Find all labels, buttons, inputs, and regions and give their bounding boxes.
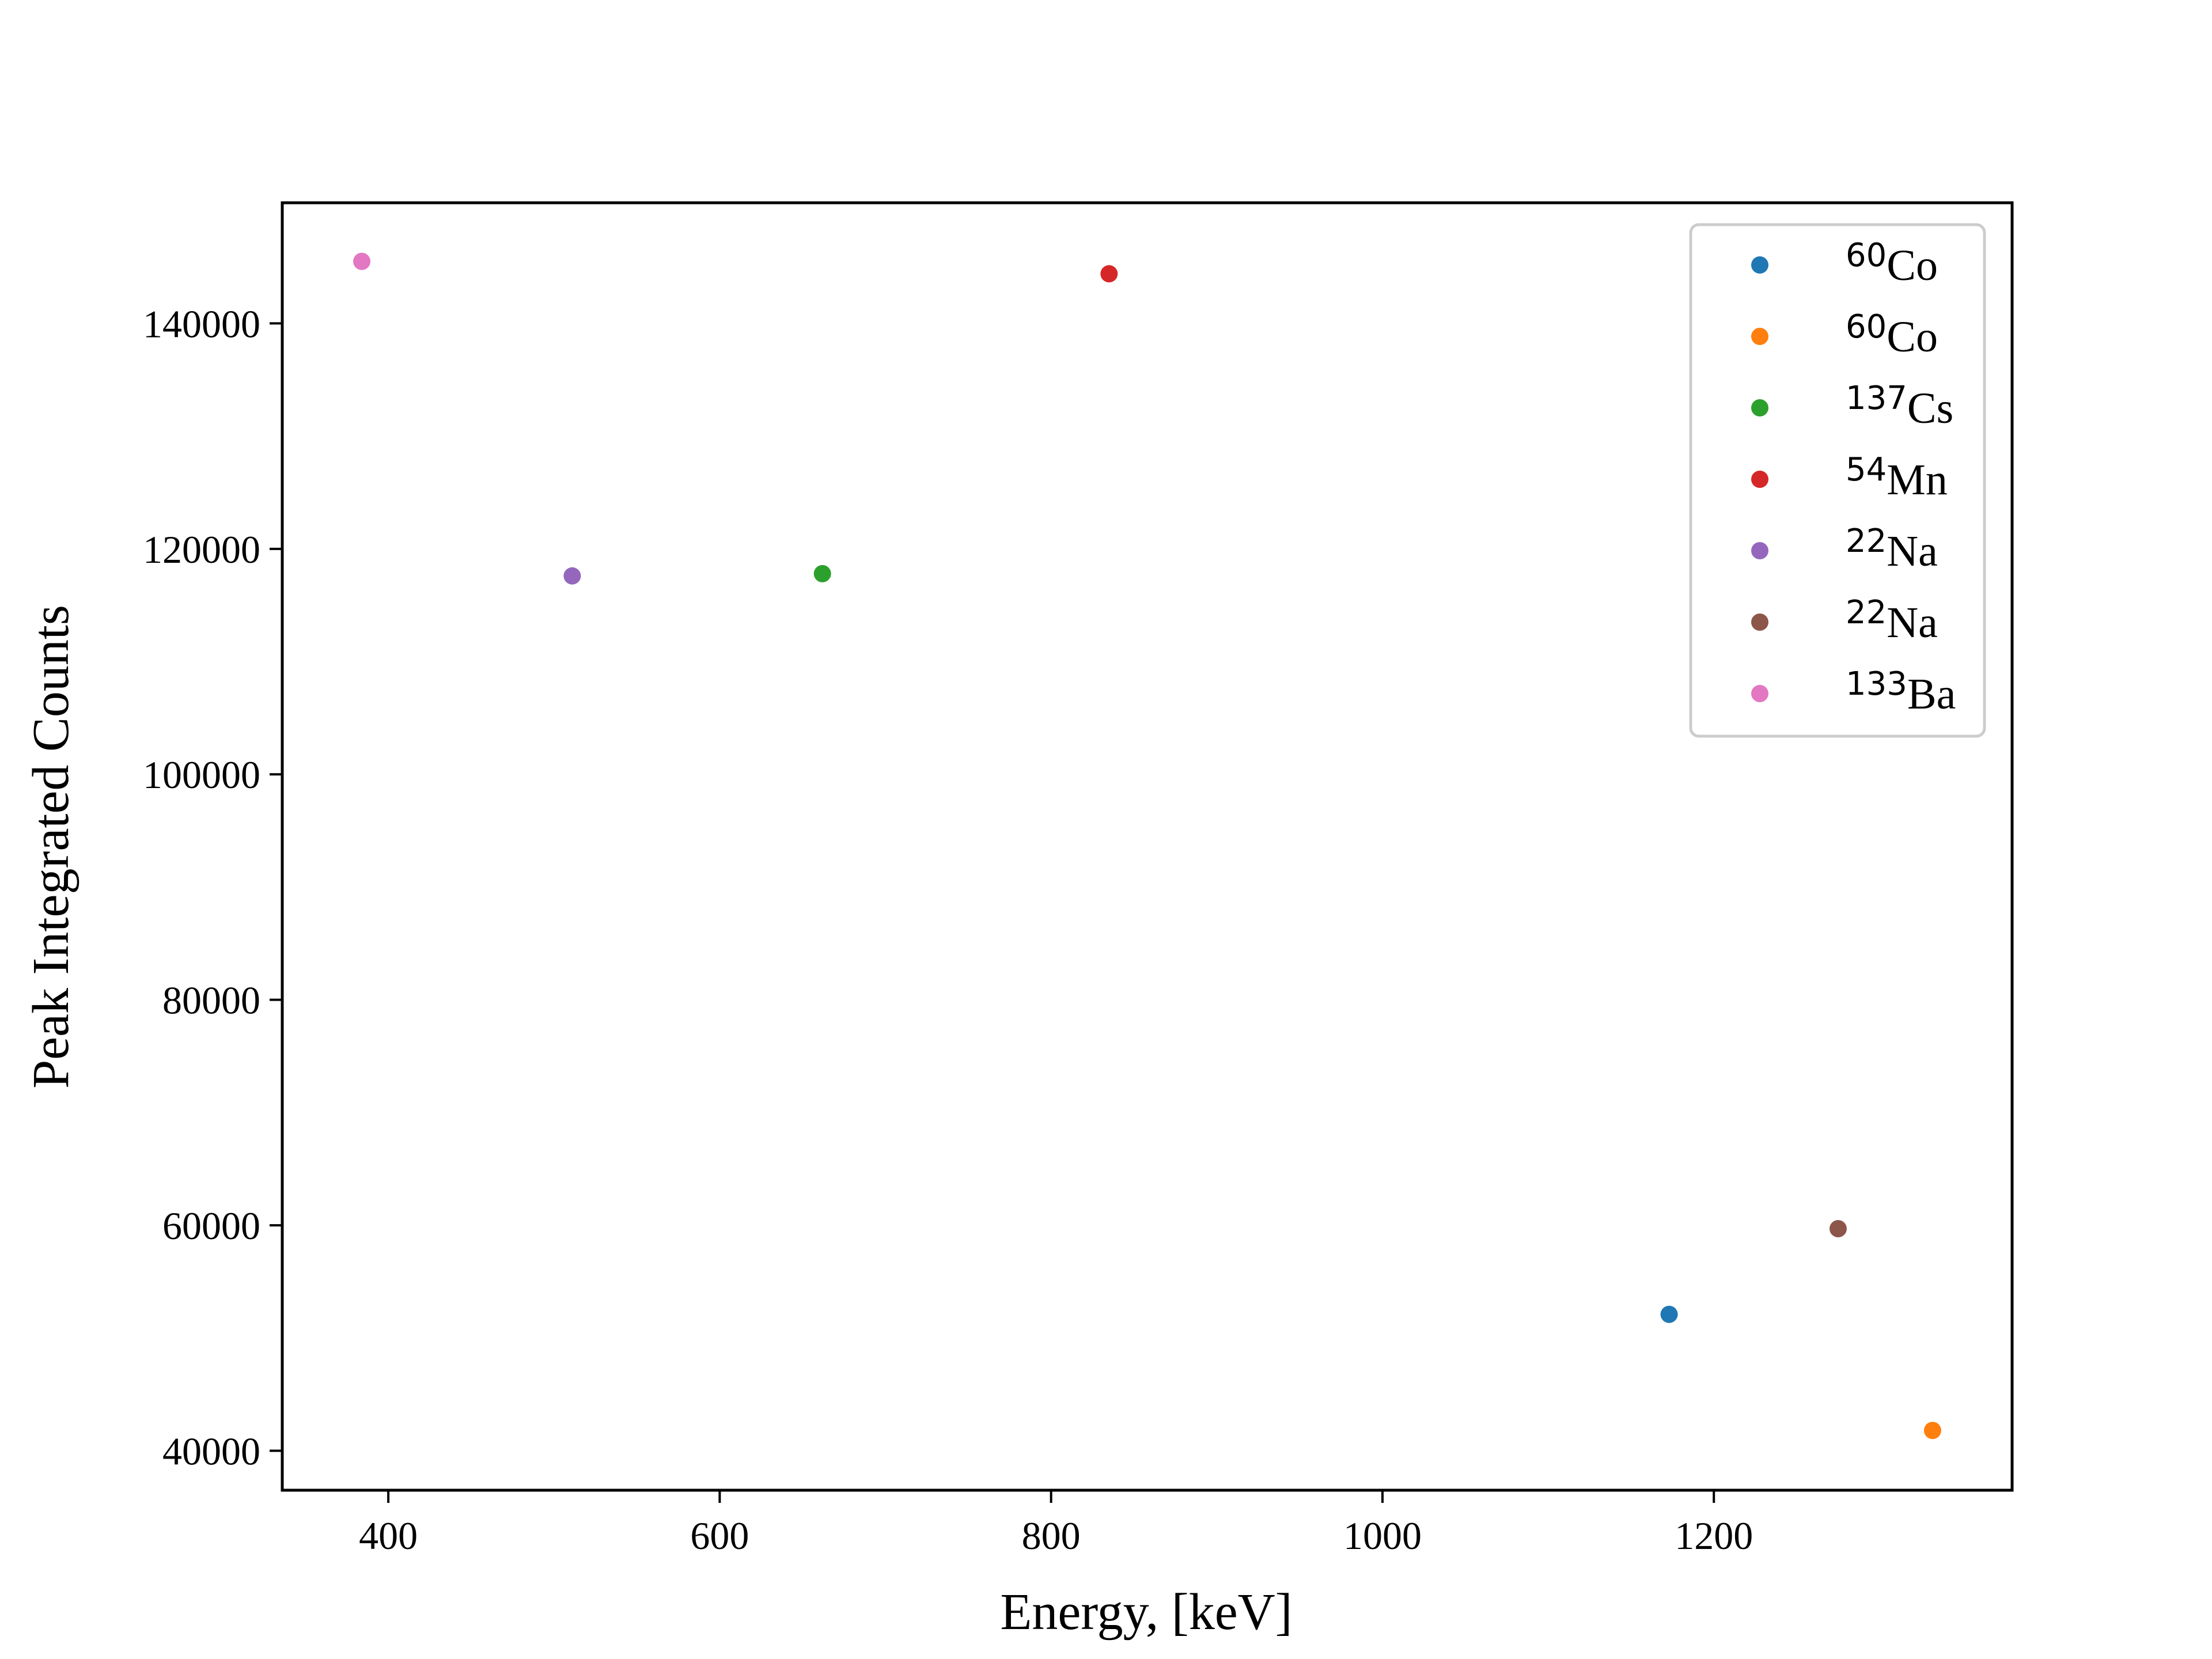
y-axis-label: Peak Integrated Counts [22,605,79,1089]
legend-marker [1751,542,1768,559]
legend-mass-number: 60 [1846,308,1887,346]
legend-entry: 60Co [1846,308,1938,361]
x-tick-label: 800 [1022,1514,1081,1558]
x-axis-label: Energy, [keV] [1000,1584,1292,1641]
legend-entry: 60Co [1846,237,1938,290]
legend-mass-number: 22 [1846,522,1887,560]
legend-mass-number: 133 [1846,665,1907,703]
y-tick-label: 60000 [162,1204,260,1248]
legend-element-symbol: Co [1887,241,1938,290]
x-tick-label: 1000 [1343,1514,1422,1558]
data-point-22na [1829,1219,1847,1237]
legend-entry: 22Na [1846,522,1938,575]
legend-marker [1751,328,1768,345]
legend-entry: 22Na [1846,594,1938,647]
legend-entry: 54Mn [1846,451,1948,504]
data-point-137cs [813,565,831,582]
legend-element-symbol: Mn [1887,456,1948,504]
legend-mass-number: 137 [1846,380,1907,417]
y-tick-label: 100000 [143,753,260,797]
data-points [353,252,1941,1440]
legend-marker [1751,471,1768,488]
legend-element-symbol: Co [1887,313,1938,361]
x-tick-label: 1200 [1675,1514,1753,1558]
y-tick-label: 40000 [162,1430,260,1474]
legend-marker [1751,685,1768,702]
legend-entry: 133Ba [1846,665,1956,718]
legend-element-symbol: Ba [1907,670,1956,718]
x-tick-label: 400 [359,1514,418,1558]
data-point-54mn [1100,265,1118,283]
legend-element-symbol: Cs [1907,384,1953,433]
data-point-22na [563,567,581,585]
legend-mass-number: 54 [1846,451,1887,488]
legend-marker [1751,613,1768,631]
data-point-60co [1660,1305,1678,1323]
legend-mass-number: 22 [1846,594,1887,631]
legend-entry: 137Cs [1846,380,1953,433]
data-point-60co [1923,1422,1941,1440]
legend-mass-number: 60 [1846,237,1887,274]
data-point-133ba [353,252,371,270]
y-tick-label: 80000 [162,979,260,1022]
legend-marker [1751,256,1768,274]
legend-element-symbol: Na [1887,527,1938,575]
legend-marker [1751,399,1768,416]
y-tick-label: 120000 [143,528,260,571]
axis-ticks: 400 600 800 1000 1200 40000 60000 80000 100000 12… [143,302,1753,1558]
legend-element-symbol: Na [1887,599,1938,647]
y-tick-label: 140000 [143,302,260,346]
legend-box [1689,223,1986,738]
x-tick-label: 600 [690,1514,749,1558]
plot-area-frame [281,201,2014,1492]
